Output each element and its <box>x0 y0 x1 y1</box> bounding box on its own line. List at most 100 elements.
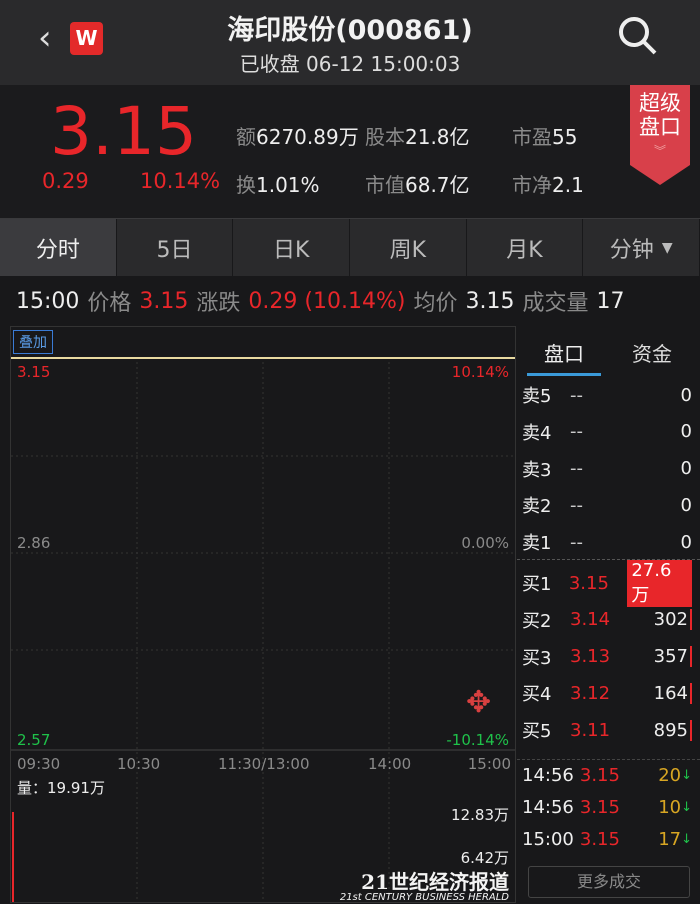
fullscreen-icon[interactable]: ✥ <box>466 685 492 720</box>
bid-row: 买5 3.11 895 <box>522 712 692 748</box>
stat-share-capital: 股本21.8亿 <box>365 125 470 149</box>
trade-volume: 10 <box>658 797 682 818</box>
tab-weekly-k[interactable]: 周K <box>350 219 467 276</box>
price-change: 0.29 <box>42 169 89 193</box>
stat-market-cap: 市值68.7亿 <box>365 173 470 197</box>
chart-grid <box>11 357 515 902</box>
y-mid: 2.86 <box>17 534 51 552</box>
level-price: -- <box>570 421 583 443</box>
info-avg-label: 均价 <box>413 291 458 316</box>
level-price: 3.14 <box>570 609 611 631</box>
overlay-button[interactable]: 叠加 <box>13 330 53 354</box>
intraday-chart[interactable]: 叠加 3.15 10.14% 2.86 0.00% 2.57 -10.14% ✥… <box>10 326 516 903</box>
trade-volume: 17 <box>658 829 682 850</box>
caret-down-icon: ▼ <box>661 239 673 256</box>
level-price: 3.12 <box>570 682 611 704</box>
level-volume: 0 <box>680 494 692 516</box>
trade-time: 14:56 <box>522 797 574 818</box>
ask-row: 卖4 -- 0 <box>522 414 692 450</box>
vol-high: 12.83万 <box>451 806 509 824</box>
super-label-2: 盘口 <box>639 115 681 139</box>
y-low: 2.57 <box>17 731 51 749</box>
ask-row: 卖1 -- 0 <box>522 524 692 560</box>
trades-divider <box>517 759 700 760</box>
level-label: 买5 <box>522 721 552 743</box>
level-volume: 0 <box>680 384 692 406</box>
price-change-pct: 10.14% <box>140 169 221 193</box>
more-trades-button[interactable]: 更多成交 <box>528 866 690 898</box>
level-volume: 895 <box>654 719 692 741</box>
tab-order-book[interactable]: 盘口 <box>527 338 601 376</box>
watermark-cn: 21世纪经济报道 <box>361 870 509 894</box>
y-high: 3.15 <box>17 363 51 381</box>
trade-time: 14:56 <box>522 765 574 786</box>
bid-row: 买2 3.14 302 <box>522 602 692 638</box>
level-volume: 164 <box>654 682 692 704</box>
info-avg: 3.15 <box>465 288 515 314</box>
tab-capital[interactable]: 资金 <box>632 342 672 366</box>
quote-summary: 3.15 0.29 10.14% 额6270.89万 股本21.8亿 市盈55 … <box>0 85 700 218</box>
arrow-down-icon: ↓ <box>681 832 692 847</box>
bid-row: 买3 3.13 357 <box>522 639 692 675</box>
level-price: 3.13 <box>570 646 611 668</box>
page-title: 海印股份(000861) <box>227 15 473 46</box>
search-icon[interactable] <box>616 14 660 58</box>
level-price: -- <box>570 531 583 553</box>
tab-minute[interactable]: 分钟 ▼ <box>583 219 700 276</box>
level-label: 买4 <box>522 684 552 706</box>
trade-price: 3.15 <box>579 829 620 850</box>
x-label: 15:00 <box>467 755 511 773</box>
stat-pb: 市净2.1 <box>512 173 584 197</box>
crosshair-info: 15:00 价格 3.15 涨跌 0.29 (10.14%) 均价 3.15 成… <box>0 276 700 326</box>
level-volume: 357 <box>654 646 692 668</box>
market-status: 已收盘 06-12 15:00:03 <box>239 52 461 76</box>
trade-volume: 20 <box>658 765 682 786</box>
tab-monthly-k[interactable]: 月K <box>467 219 584 276</box>
stat-pe: 市盈55 <box>512 125 578 149</box>
tab-intraday[interactable]: 分时 <box>0 219 117 276</box>
x-label: 09:30 <box>17 755 61 773</box>
info-price-label: 价格 <box>87 291 132 316</box>
stat-amount: 额6270.89万 <box>236 125 359 149</box>
info-vol: 17 <box>596 288 625 314</box>
level-price: -- <box>570 494 583 516</box>
arrow-down-icon: ↓ <box>681 768 692 783</box>
tab-daily-k[interactable]: 日K <box>233 219 351 276</box>
trade-time: 15:00 <box>522 829 574 850</box>
bid-row: 买1 3.15 27.6万 <box>522 559 693 607</box>
info-vol-label: 成交量 <box>522 291 589 316</box>
pct-high: 10.14% <box>451 363 509 381</box>
stat-turnover: 换1.01% <box>236 173 320 197</box>
double-chevron-down-icon: ︾ <box>653 144 666 158</box>
trade-price: 3.15 <box>579 797 620 818</box>
super-quote-button[interactable]: 超级 盘口 ︾ <box>630 85 690 185</box>
level-label: 卖3 <box>522 459 552 481</box>
bid-row: 买4 3.12 164 <box>522 675 692 711</box>
info-change: 0.29 (10.14%) <box>248 288 406 314</box>
info-change-label: 涨跌 <box>196 291 241 316</box>
ask-row: 卖5 -- 0 <box>522 377 692 413</box>
arrow-down-icon: ↓ <box>681 800 692 815</box>
level-volume: 27.6万 <box>627 559 693 607</box>
level-volume: 0 <box>680 531 692 553</box>
pct-mid: 0.00% <box>461 534 509 552</box>
tab-minute-label: 分钟 <box>609 237 654 263</box>
x-label: 14:00 <box>368 755 412 773</box>
volume-label: 量：19.91万 <box>17 779 105 797</box>
super-label-1: 超级 <box>639 91 681 115</box>
trade-row: 14:56 3.15 20 ↓ <box>522 762 692 790</box>
current-price: 3.15 <box>50 93 197 170</box>
ask-row: 卖3 -- 0 <box>522 451 692 487</box>
level-label: 买2 <box>522 610 552 632</box>
book-divider <box>517 559 700 560</box>
vol-mid: 6.42万 <box>460 849 509 867</box>
back-button[interactable]: ‹ <box>38 18 52 58</box>
header: ‹ W 海印股份(000861) 已收盘 06-12 15:00:03 <box>0 0 700 85</box>
ask-row: 卖2 -- 0 <box>522 487 692 523</box>
level-label: 买3 <box>522 647 552 669</box>
tab-5day[interactable]: 5日 <box>117 219 234 276</box>
x-label: 11:30/13:00 <box>218 755 310 773</box>
trade-row: 14:56 3.15 10 ↓ <box>522 794 692 822</box>
watermark-logo: 21世纪经济报道 21st CENTURY BUSINESS HERALD <box>309 872 509 904</box>
pct-low: -10.14% <box>446 731 509 749</box>
